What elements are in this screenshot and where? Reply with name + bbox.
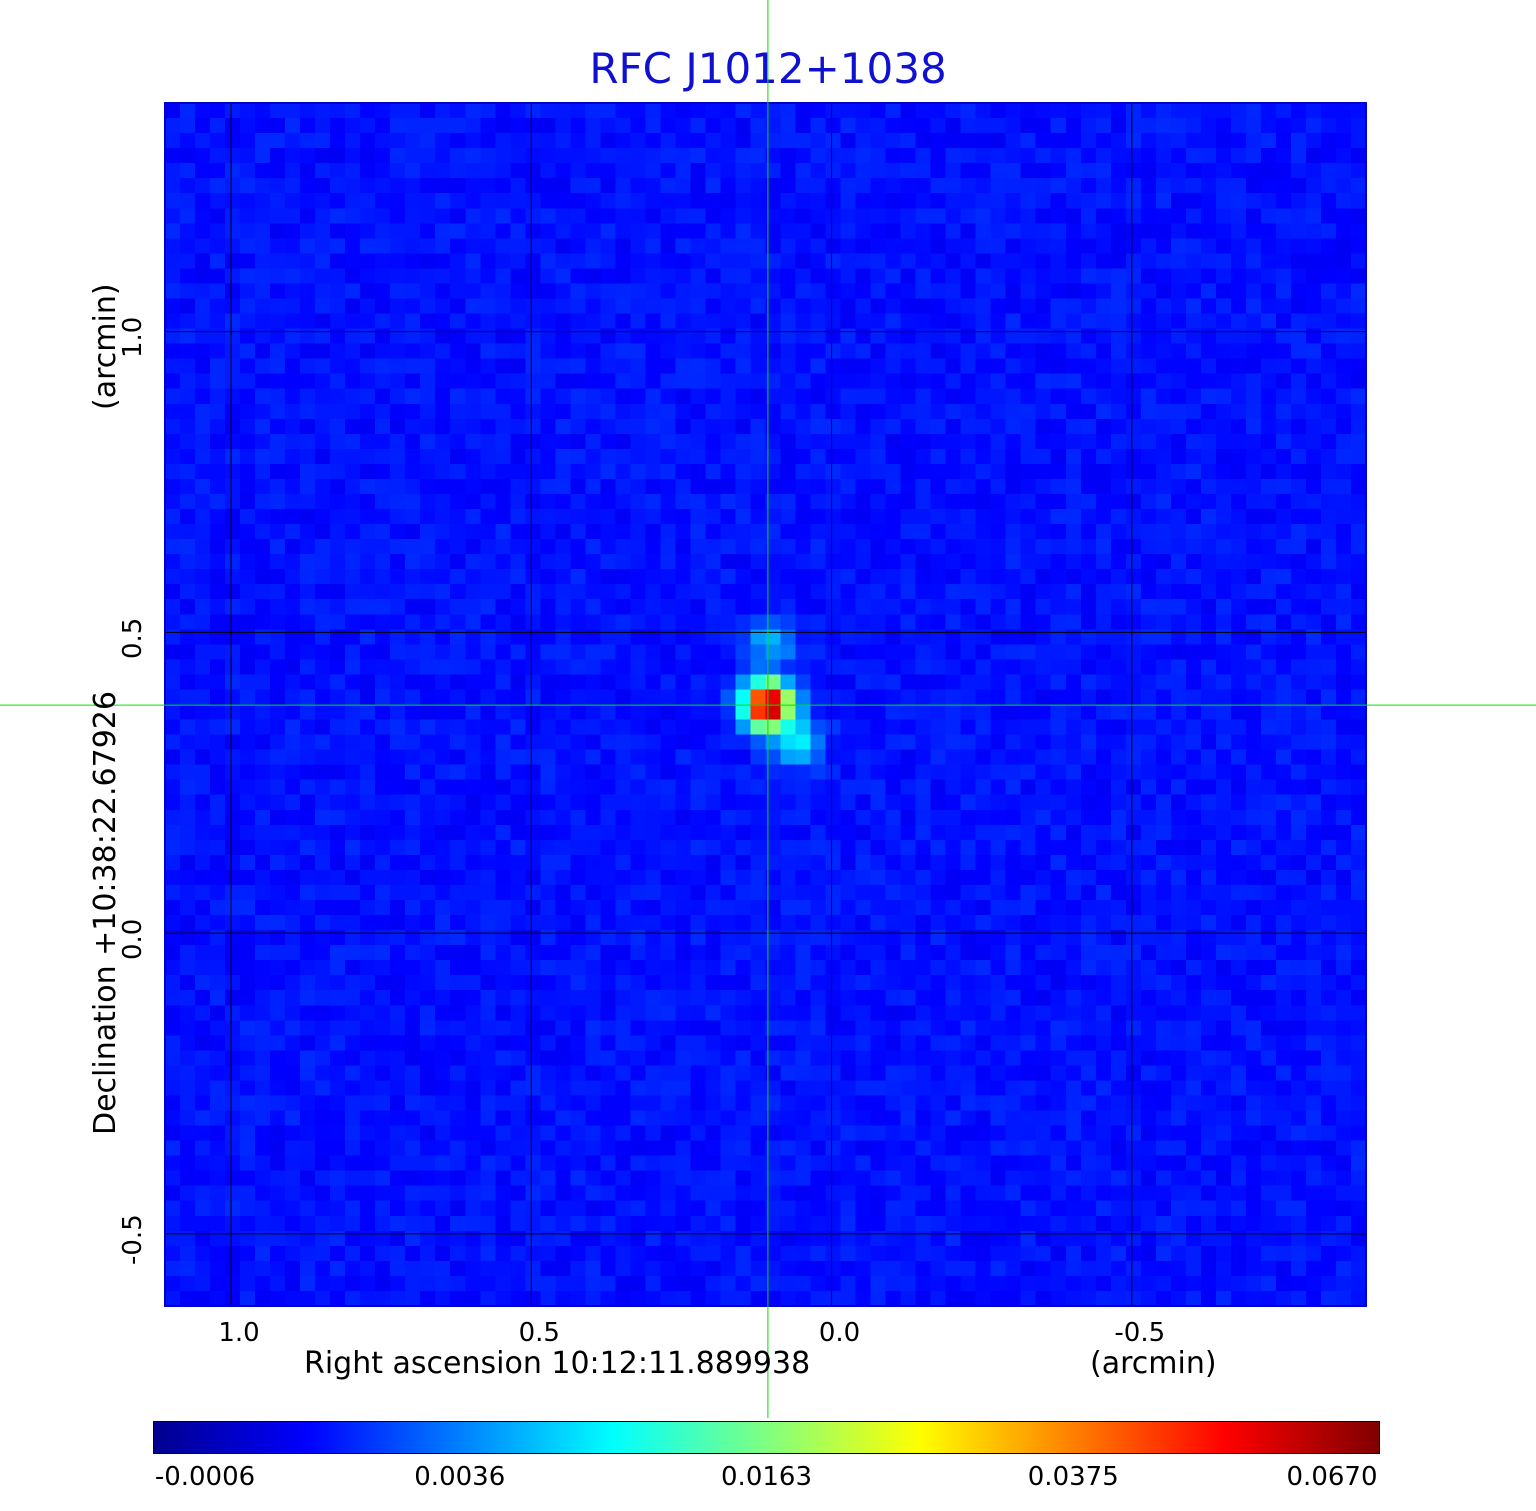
x-axis-unit: (arcmin) [1090,1346,1217,1381]
colorbar-tick-label: 0.0375 [1027,1462,1119,1492]
plot-border [164,102,1367,1307]
grid-lines [165,103,1366,1306]
x-tick-label: 0.0 [818,1318,861,1348]
colorbar [153,1421,1380,1454]
y-axis-unit: (arcmin) [88,283,123,410]
y-axis-label: Declination +10:38:22.67926 [88,691,123,1135]
y-tick-label: -0.5 [118,1214,148,1266]
x-tick-label: 0.5 [518,1318,560,1348]
x-tick-label: 1.0 [218,1318,260,1348]
colorbar-tick-label: -0.0006 [154,1462,256,1492]
heatmap-pixels [165,103,1366,1306]
x-axis-label: Right ascension 10:12:11.889938 [304,1346,811,1381]
y-tick-label: 0.5 [118,617,148,659]
plot-frame [164,102,1367,1307]
colorbar-tick-label: 0.0163 [721,1462,812,1492]
colorbar-tick-label: 0.0036 [414,1462,506,1492]
x-tick-label: -0.5 [1114,1318,1166,1348]
colorbar-tick-label: 0.0670 [1286,1462,1378,1492]
crosshair [0,0,1536,1418]
intensity-image [165,103,1366,1306]
